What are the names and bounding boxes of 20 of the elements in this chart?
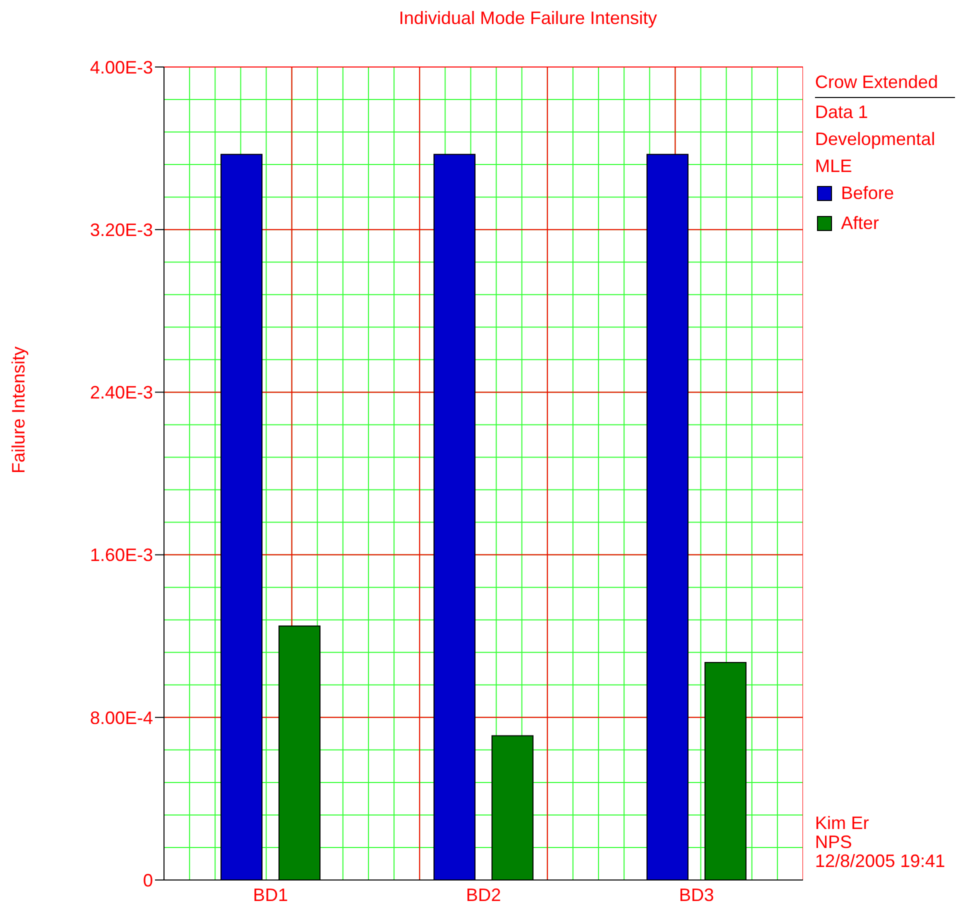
text: MLE	[815, 156, 854, 177]
y-axis-title: Failure Intensity	[8, 346, 28, 474]
legend-label: Before	[840, 183, 896, 204]
text: Kim Er	[815, 813, 870, 833]
y-tick-label: 2.40E-3	[90, 382, 153, 403]
x-tick-label: BD2	[466, 884, 502, 905]
y-tick-label: 0	[142, 870, 153, 890]
x-tick-label: BD1	[252, 884, 288, 905]
legend-label: After	[840, 213, 880, 234]
text: Developmental	[815, 129, 936, 150]
text: 12/8/2005 19:41	[815, 851, 946, 871]
y-tick-label: 4.00E-3	[90, 57, 153, 78]
x-tick-label: BD3	[678, 884, 714, 905]
text: Data 1	[815, 102, 870, 123]
y-tick-label: 3.20E-3	[90, 220, 153, 240]
legend-title: Crow Extended	[815, 72, 955, 98]
chart-title: Individual Mode Failure Intensity	[398, 8, 658, 29]
text: NPS	[815, 832, 854, 852]
y-tick-label: 1.60E-3	[90, 545, 153, 566]
y-tick-label: 8.00E-4	[90, 708, 153, 728]
